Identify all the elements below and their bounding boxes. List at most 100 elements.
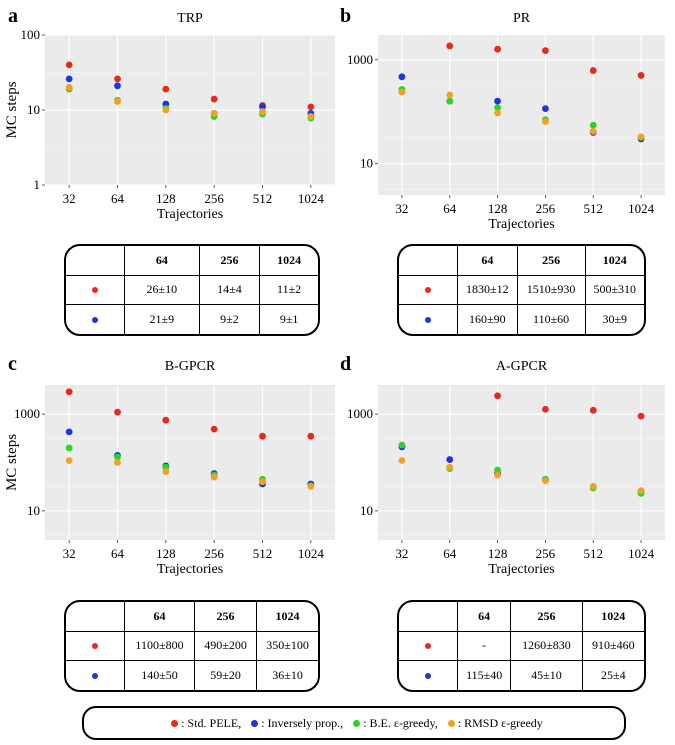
data-point: [65, 388, 73, 396]
data-point: [446, 463, 454, 471]
data-point: [494, 392, 501, 400]
data-point: [65, 84, 73, 91]
series-marker-dot: [425, 643, 431, 650]
data-point: [589, 67, 597, 74]
data-point: [114, 453, 121, 461]
data-point: [398, 457, 406, 464]
y-tick-label: 100: [21, 27, 41, 42]
data-point: [637, 412, 645, 420]
table-header-cell: 64: [124, 602, 195, 632]
table-value-cell: 21±9: [124, 304, 200, 334]
chart-title: B-GPCR: [165, 359, 216, 374]
table-value-cell: 9±1: [259, 304, 318, 334]
x-tick-label: 64: [443, 201, 457, 216]
data-point: [589, 121, 597, 129]
y-tick-label: 1000: [14, 406, 40, 421]
y-tick-label: 1000: [347, 406, 373, 421]
legend-marker-dot: [447, 720, 455, 728]
table-marker-cell: [399, 274, 458, 306]
x-tick-label: 512: [253, 546, 273, 561]
data-point: [114, 75, 121, 83]
legend-item: : Std. PELE,: [165, 716, 241, 731]
data-point: [542, 118, 549, 125]
data-point: [589, 127, 597, 135]
plot-background: [45, 385, 335, 540]
data-point: [494, 45, 501, 53]
data-point: [307, 483, 315, 490]
table-value-cell: 1830±12: [457, 274, 518, 306]
data-point: [307, 432, 315, 440]
panel-letter: d: [340, 353, 351, 375]
data-point: [542, 477, 549, 485]
data-point: [114, 82, 121, 90]
series-marker-dot: [425, 673, 431, 680]
table-header-cell: 256: [516, 246, 586, 276]
data-point: [259, 108, 266, 116]
table-header-cell: 1024: [259, 246, 318, 276]
table-marker-cell: [399, 630, 458, 662]
series-marker-dot: [92, 317, 98, 324]
data-point: [162, 85, 170, 93]
data-point: [398, 73, 406, 81]
table-value-cell: 26±10: [124, 274, 200, 306]
table-value-cell: 140±50: [124, 660, 195, 690]
table-value-cell: 1510±930: [516, 274, 586, 306]
table-value-cell: 36±10: [256, 660, 318, 690]
data-point: [494, 104, 501, 112]
x-tick-label: 128: [156, 546, 176, 561]
chart-title: TRP: [177, 11, 203, 26]
x-tick-label: 64: [111, 191, 125, 206]
data-point: [162, 106, 170, 114]
data-point: [114, 98, 121, 105]
table-value-cell: 30±9: [584, 304, 644, 334]
data-point: [162, 468, 170, 475]
table-marker-cell: [399, 660, 458, 690]
x-tick-label: 256: [536, 201, 556, 216]
x-tick-label: 1024: [628, 546, 655, 561]
data-point: [259, 432, 266, 440]
table-header-cell: 64: [456, 602, 512, 632]
table-corner-cell: [399, 602, 458, 632]
table-marker-cell: [66, 274, 125, 306]
table-value-cell: 45±10: [510, 660, 583, 690]
legend-label: : Inversely prop.,: [261, 715, 344, 730]
data-point: [210, 473, 218, 481]
plot-background: [378, 385, 665, 540]
chart-panel-b: 10 1000 32 64 128 256 512 1024 Trajectories PR b: [340, 5, 665, 232]
table-value-cell: 490±200: [193, 630, 258, 662]
y-tick-label: 10: [360, 156, 373, 171]
summary-table-b: 64 256 1024 1830±12 1510±930 500±310 160±90 110…: [397, 244, 646, 336]
table-value-cell: 1260±830: [510, 630, 583, 662]
table-corner-cell: [399, 246, 458, 276]
x-tick-label: 1024: [628, 201, 655, 216]
data-point: [259, 478, 266, 486]
y-tick-label: 10: [360, 503, 373, 518]
table-value-cell: 59±20: [193, 660, 258, 690]
data-point: [446, 97, 454, 105]
table-value-cell: 160±90: [457, 304, 518, 334]
legend: : Std. PELE,: Inversely prop.,: B.E. ε-g…: [82, 706, 626, 740]
data-point: [114, 459, 121, 466]
table-value-cell: 1100±800: [124, 630, 195, 662]
y-axis-label: MC steps: [4, 434, 20, 491]
y-tick-label: 10: [27, 503, 40, 518]
chart-title: A-GPCR: [496, 359, 548, 374]
data-point: [307, 103, 315, 111]
data-point: [494, 109, 501, 117]
table-marker-cell: [66, 630, 125, 662]
data-point: [398, 88, 406, 96]
table-header-cell: 256: [198, 246, 261, 276]
x-axis-label: Trajectories: [157, 562, 223, 577]
table-marker-cell: [66, 304, 125, 334]
x-tick-label: 256: [204, 191, 224, 206]
data-point: [65, 75, 73, 83]
x-tick-label: 1024: [298, 546, 325, 561]
chart-panel-c: 10 1000 32 64 128 256 512 1024 Trajectories MC st…: [4, 353, 335, 577]
data-point: [65, 428, 73, 436]
x-tick-label: 256: [536, 546, 556, 561]
data-point: [542, 47, 549, 55]
data-point: [494, 97, 501, 105]
table-value-cell: 9±2: [198, 304, 261, 334]
y-tick-label: 1: [34, 177, 41, 192]
x-tick-label: 1024: [298, 191, 325, 206]
